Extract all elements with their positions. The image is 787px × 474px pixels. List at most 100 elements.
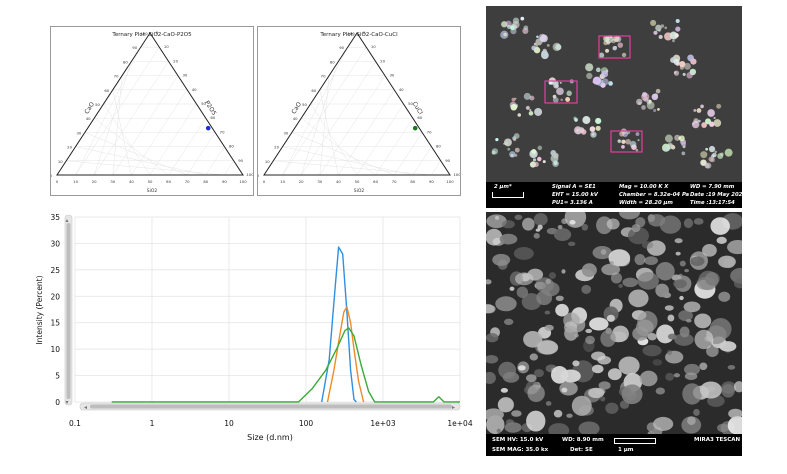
scroll-left-arrow-icon[interactable]: ◂ xyxy=(84,404,87,411)
sem-particle xyxy=(503,32,507,37)
sem-particle xyxy=(684,363,701,376)
scroll-right-arrow-icon[interactable]: ▸ xyxy=(452,404,455,411)
sem-particle xyxy=(618,356,640,375)
ternary-bottom-tick: 60 xyxy=(373,179,378,184)
scroll-down-arrow-icon[interactable]: ▾ xyxy=(66,399,69,406)
ternary-right-tick: 60 xyxy=(417,115,422,120)
sem-particle xyxy=(642,344,662,357)
ternary-left-tick: 0 xyxy=(51,173,53,178)
ternary-bottom-tick: 40 xyxy=(129,179,134,184)
sem-particle xyxy=(674,333,694,346)
sem-particle xyxy=(499,233,518,245)
sem-particle xyxy=(696,108,702,113)
sem-top-micrograph xyxy=(486,6,742,182)
sem-particle xyxy=(546,43,550,47)
sem-particle xyxy=(674,238,683,244)
sem-particle xyxy=(655,24,662,32)
sem-particle xyxy=(683,218,694,229)
sem-particle xyxy=(523,330,543,348)
ternary-left-tick: 60 xyxy=(311,88,316,93)
sem-particle xyxy=(532,158,537,162)
sem-particle xyxy=(534,107,543,116)
sem-particle xyxy=(684,269,689,273)
ternary-right-tick: 80 xyxy=(436,144,441,149)
sem-particle xyxy=(679,60,686,68)
sem-particle xyxy=(705,147,708,151)
ternary-bottom-tick: 80 xyxy=(410,179,415,184)
ternary-left-tick: 30 xyxy=(76,130,81,135)
sem-particle xyxy=(644,256,659,266)
sem-particle xyxy=(621,145,625,149)
sem-particle xyxy=(658,29,661,32)
highlight-box-3 xyxy=(610,130,643,153)
sem-particle xyxy=(707,109,715,117)
scroll-up-arrow-icon[interactable]: ▴ xyxy=(66,217,69,224)
sem-particle xyxy=(605,402,619,414)
sem-particle xyxy=(509,25,515,31)
sem-particle xyxy=(706,345,719,357)
sem-particle xyxy=(549,272,556,280)
sem-particle xyxy=(641,105,646,110)
sem-particle xyxy=(673,373,681,378)
sem-top-wd: WD = 7.90 mm xyxy=(690,184,735,190)
ternary-bottom-tick: 0 xyxy=(263,179,266,184)
x-tick-label: 1e+03 xyxy=(370,419,395,428)
sem-particle xyxy=(682,383,702,405)
sem-particle xyxy=(591,351,606,361)
sem-particle xyxy=(655,387,666,395)
ternary-gridline xyxy=(273,160,432,176)
sem-particle xyxy=(718,255,736,268)
series-line-1 xyxy=(321,246,357,403)
sem-particle xyxy=(537,145,543,151)
sem-bottom-hv: SEM HV: 15.0 kV xyxy=(492,437,544,443)
sem-bottom-micrograph xyxy=(480,205,752,438)
ternary-gridline xyxy=(431,160,441,176)
ternary-gridline xyxy=(393,132,423,176)
sem-particle xyxy=(610,272,623,284)
ternary-gridline xyxy=(205,146,225,176)
ternary-triangle xyxy=(263,32,451,176)
sem-particle xyxy=(537,340,559,355)
sem-particle xyxy=(533,42,537,46)
sem-particle xyxy=(718,291,731,302)
sem-particle xyxy=(619,131,625,137)
sem-particle xyxy=(505,20,512,28)
sem-top-date: Date :19 May 2022 xyxy=(690,192,746,198)
sem-particle xyxy=(497,397,514,413)
highlight-box-2 xyxy=(544,80,578,104)
ternary-left-tick: 40 xyxy=(86,116,91,121)
sem-particle xyxy=(621,52,627,58)
sem-bottom-wd: WD: 8.90 mm xyxy=(562,437,604,443)
sem-particle xyxy=(585,335,595,345)
sem-particle xyxy=(544,310,551,315)
sem-particle xyxy=(561,387,568,393)
sem-particle xyxy=(721,384,735,398)
ternary-right-tick: 20 xyxy=(173,58,178,63)
horizontal-scrollbar-thumb[interactable] xyxy=(90,404,452,409)
sem-particle xyxy=(647,214,655,223)
sem-particle xyxy=(513,138,517,142)
ternary-gridline xyxy=(301,118,376,176)
ternary-svg-2: Ternary Plot: SiO2-CaO-CuCl 000101010202… xyxy=(257,30,461,194)
sem-particle xyxy=(582,116,591,125)
sem-particle xyxy=(571,395,592,416)
ternary-left-tick: 60 xyxy=(104,88,109,93)
ternary-gridline xyxy=(84,132,188,176)
ternary-left-tick: 90 xyxy=(132,45,137,50)
sem-particle xyxy=(581,263,597,278)
sem-particle xyxy=(566,413,573,418)
ternary-right-tick: 30 xyxy=(182,73,187,78)
sem-particle xyxy=(591,364,604,374)
sem-particle xyxy=(514,214,523,220)
sem-particle xyxy=(552,97,559,103)
sem-particle xyxy=(482,304,496,314)
sem-particle xyxy=(664,305,674,311)
sem-particle xyxy=(528,111,534,116)
vertical-scrollbar-thumb[interactable] xyxy=(66,223,71,399)
sem-particle xyxy=(486,214,507,229)
sem-particle xyxy=(653,416,674,431)
sem-particle xyxy=(552,152,559,159)
sem-particle xyxy=(673,70,680,76)
sem-particle xyxy=(507,147,511,151)
ternary-right-tick: 70 xyxy=(220,129,225,134)
